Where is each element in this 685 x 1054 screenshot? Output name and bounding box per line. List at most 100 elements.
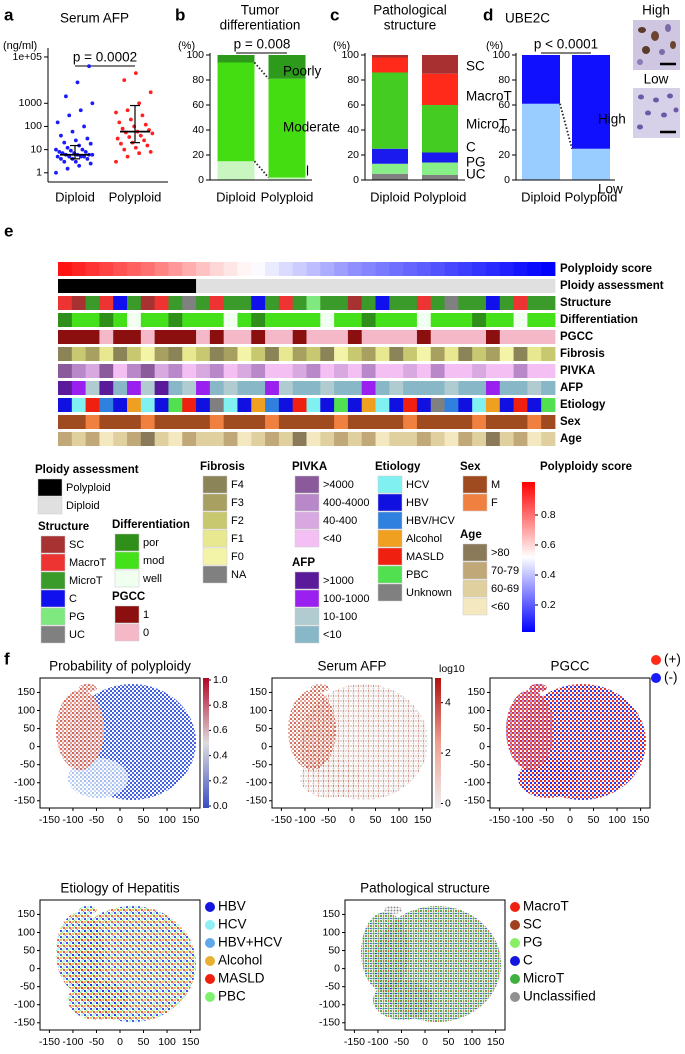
heat-cell [265,313,280,327]
legend-label: Alcohol [218,953,262,968]
heat-cell [306,330,321,344]
heat-cell [223,296,238,310]
heat-cell [430,381,445,395]
connector [253,61,270,80]
heat-cell [334,313,349,327]
bar-segment [217,161,255,180]
heat-cell [472,279,487,293]
heat-cell [140,262,156,276]
heat-cell [375,432,390,446]
legend-marker [510,920,520,930]
legend-label: 100-1000 [323,593,370,605]
heat-cell [458,330,473,344]
chart-title: Serum AFP [317,659,386,674]
heat-cell [347,330,363,344]
data-point [65,166,70,171]
legend-label: SC [523,917,542,932]
heat-cell [375,381,390,395]
x-tick-label: -100 [367,1036,388,1048]
embedding-cloud [79,906,97,914]
heat-cell [85,296,100,310]
data-point [57,149,62,154]
heat-cell [292,313,307,327]
data-point [143,122,148,127]
heat-cell [334,347,349,361]
heat-cell [292,381,307,395]
y-tick-label: 0 [353,174,359,186]
data-point [87,64,91,69]
legend-label: (-) [664,670,678,685]
data-point [137,101,142,106]
heat-cell [527,398,542,412]
heat-cell [416,364,432,378]
heat-cell [375,347,390,361]
heat-cell [71,381,87,395]
p-value: p = 0.008 [234,37,291,52]
heat-cell [223,398,238,412]
heat-cell [99,364,114,378]
heat-cell [71,415,87,429]
heat-cell [292,398,307,412]
colorbar-label: 0.6 [213,724,228,736]
heat-cell [458,398,473,412]
heat-cell [541,432,556,446]
embedding-cloud [311,684,329,692]
legend-swatch [377,547,403,566]
legend-title: Sex [460,461,481,473]
heat-cell [485,398,501,412]
heat-cell [416,262,432,276]
y-tick-label: 50 [473,722,485,734]
heat-cell [278,279,294,293]
heat-cell [499,279,514,293]
chart-title: Etiology of Hepatitis [60,881,180,896]
legend-swatch [202,475,228,494]
heat-cell [154,381,169,395]
segment-label: MacroT [466,89,512,104]
legend-swatch [294,475,320,494]
legend-marker [510,974,520,984]
legend-label: Diploid [66,500,100,512]
legend-marker [651,655,661,665]
legend-label: (+) [664,652,681,667]
y-tick-label: -150 [464,795,485,807]
heat-cell [472,432,487,446]
legend-marker [205,938,215,948]
axis-unit: (%) [178,40,195,52]
heat-cell [389,398,404,412]
heat-cell [541,279,556,293]
chart-title: Serum AFP [60,11,129,26]
x-tick-label: 50 [588,814,600,826]
heat-cell [278,381,294,395]
x-tick-label: 50 [138,814,150,826]
heat-cell [292,347,307,361]
heat-cell [444,296,459,310]
heat-cell [58,296,73,310]
y-tick-label: 50 [328,944,340,956]
heat-cell [127,415,142,429]
segment-label: C [466,140,476,155]
heat-cell [113,279,128,293]
connector [253,160,270,179]
bar-segment [372,173,408,180]
legend-label: MicroT [69,575,103,587]
heat-cell [430,330,445,344]
heat-cell [58,347,73,361]
heat-cell [361,262,376,276]
heat-cell [196,364,211,378]
data-point [145,143,150,148]
heat-cell [541,330,556,344]
data-point [114,110,118,115]
heat-cell [85,262,100,276]
colorbar-label: 0.2 [213,775,228,787]
heat-cell [361,279,376,293]
heat-cell [527,313,542,327]
heat-cell [389,330,404,344]
y-tick-label: 1 [36,167,42,179]
heat-cell [196,330,211,344]
heat-cell [154,347,169,361]
heat-cell [472,313,487,327]
heat-cell [416,381,432,395]
heat-cell [237,381,252,395]
heat-cell [403,381,418,395]
